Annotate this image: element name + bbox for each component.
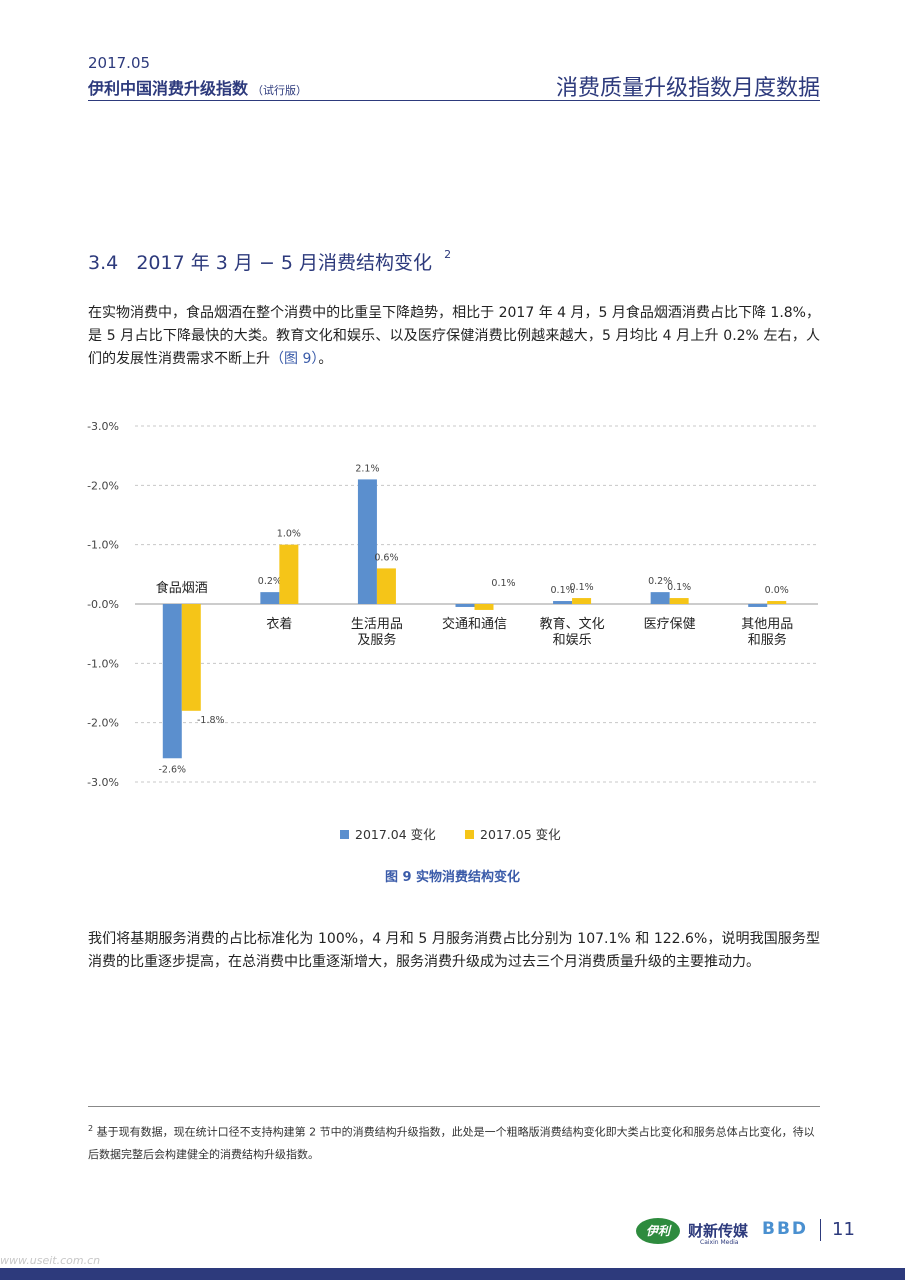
paragraph-intro: 在实物消费中，食品烟酒在整个消费中的比重呈下降趋势，相比于 2017 年 4 月… — [88, 302, 820, 371]
bar-2017-05 — [572, 598, 592, 604]
y-tick-label: -0.0% — [87, 598, 119, 611]
section-number: 3.4 — [88, 252, 119, 274]
category-label: 教育、文化 — [540, 616, 605, 632]
figure-reference-link[interactable]: （图 9） — [270, 351, 319, 367]
bar-2017-05 — [669, 598, 689, 604]
legend-swatch — [465, 830, 474, 839]
category-label: 及服务 — [357, 632, 396, 648]
bar-2017-04 — [553, 601, 573, 604]
data-label: 0.0% — [765, 585, 789, 596]
bar-2017-05 — [376, 568, 396, 604]
bar-2017-05 — [181, 604, 201, 711]
category-label: 衣着 — [266, 616, 292, 632]
data-label: 0.6% — [374, 552, 398, 563]
section-title-text: 2017 年 3 月 − 5 月消费结构变化 — [136, 252, 433, 274]
category-label: 其他用品 — [741, 617, 793, 632]
legend-label: 2017.05 变化 — [480, 827, 561, 842]
data-label: 0.2% — [648, 576, 672, 587]
bar-2017-05 — [279, 544, 299, 604]
category-label: 和娱乐 — [553, 633, 592, 648]
data-label: 0.1% — [491, 578, 515, 589]
page-number-separator — [820, 1219, 821, 1241]
bar-2017-05 — [474, 604, 494, 610]
data-label: 0.2% — [258, 576, 282, 587]
header-right-title: 消费质量升级指数月度数据 — [555, 76, 820, 101]
footnote-divider — [88, 1106, 820, 1107]
bottom-bar — [0, 1268, 905, 1280]
data-label: 1.0% — [277, 529, 301, 540]
data-label: 0.1% — [570, 582, 594, 593]
footnote: 2 基于现有数据，现在统计口径不支持构建第 2 节中的消费结构升级指数，此处是一… — [88, 1118, 820, 1166]
y-tick-label: -3.0% — [87, 420, 119, 433]
bar-2017-05 — [767, 601, 787, 604]
data-label: 2.1% — [355, 463, 379, 474]
bar-2017-04 — [357, 479, 377, 604]
watermark: www.useit.com.cn — [0, 1254, 101, 1267]
caixin-logo-sub: Caixin Media — [700, 1239, 739, 1246]
consumption-structure-bar-chart: -3.0% -2.0% -1.0% -0.0% -1.0% -2.0% -3.0% -2.6%… — [87, 420, 818, 842]
caixin-logo: 财新传媒 — [688, 1222, 749, 1240]
page-number: 11 — [832, 1219, 855, 1240]
y-tick-label: -2.0% — [87, 717, 119, 730]
section-footnote-mark: 2 — [444, 247, 452, 261]
figure-caption: 图 9 实物消费结构变化 — [384, 870, 521, 885]
yili-logo: 伊利 — [636, 1218, 680, 1244]
header-divider — [88, 100, 820, 101]
section-title: 3.4 2017 年 3 月 − 5 月消费结构变化 2 — [88, 248, 451, 275]
bar-2017-04 — [748, 604, 768, 607]
bar-2017-04 — [650, 592, 670, 604]
header-title: 伊利中国消费升级指数 （试行版） — [88, 75, 307, 99]
paragraph-intro-text: 在实物消费中，食品烟酒在整个消费中的比重呈下降趋势，相比于 2017 年 4 月… — [88, 305, 820, 367]
footnote-text: 基于现有数据，现在统计口径不支持构建第 2 节中的消费结构升级指数，此处是一个粗… — [88, 1125, 815, 1161]
category-label: 食品烟酒 — [156, 580, 208, 596]
paragraph-intro-end: 。 — [318, 351, 333, 367]
header-title-note: （试行版） — [252, 84, 308, 97]
y-tick-label: -3.0% — [87, 776, 119, 789]
category-label: 交通和通信 — [442, 616, 507, 632]
footnote-mark: 2 — [88, 1124, 94, 1133]
data-label: 0.1% — [551, 585, 575, 596]
y-tick-label: -1.0% — [87, 539, 119, 552]
y-tick-label: -2.0% — [87, 479, 119, 492]
bar-2017-04 — [162, 604, 182, 759]
header-date: 2017.05 — [88, 54, 151, 72]
header-title-text: 伊利中国消费升级指数 — [88, 79, 249, 98]
bar-2017-04 — [455, 604, 475, 607]
category-label: 和服务 — [748, 632, 787, 648]
category-label: 生活用品 — [351, 617, 403, 632]
bbd-logo: BBD — [762, 1219, 809, 1239]
y-tick-label: -1.0% — [87, 657, 119, 670]
legend-label: 2017.04 变化 — [355, 827, 436, 842]
paragraph-services: 我们将基期服务消费的占比标准化为 100%，4 月和 5 月服务消费占比分别为 … — [88, 931, 820, 970]
data-label: -1.8% — [197, 715, 225, 726]
category-label: 医疗保健 — [644, 617, 696, 632]
data-label: 0.1% — [667, 582, 691, 593]
bar-2017-04 — [260, 592, 280, 604]
data-label: -2.6% — [158, 764, 186, 775]
legend-swatch — [340, 830, 349, 839]
